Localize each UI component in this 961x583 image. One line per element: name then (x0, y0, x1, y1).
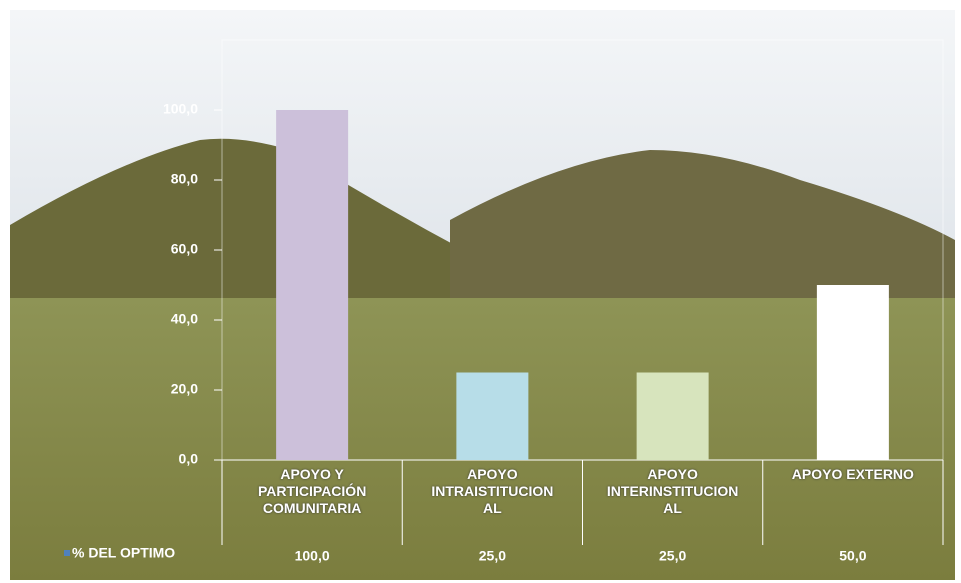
value-label: 100,0 (295, 548, 330, 564)
background-photo (10, 10, 955, 580)
y-tick-label: 100,0 (163, 101, 198, 117)
y-tick-label: 80,0 (171, 171, 198, 187)
legend-label: % DEL OPTIMO (72, 545, 175, 561)
y-tick-label: 20,0 (171, 381, 198, 397)
y-tick-label: 0,0 (179, 451, 199, 467)
bar (456, 372, 529, 460)
x-tick-label: APOYO EXTERNO (791, 466, 914, 482)
y-tick-label: 60,0 (171, 241, 198, 257)
value-label: 25,0 (659, 548, 686, 564)
legend-marker (64, 550, 70, 556)
x-tick-label: APOYO INTRAISTITUCIONAL (431, 466, 554, 516)
y-tick-label: 40,0 (171, 311, 198, 327)
x-tick-label: APOYO Y PARTICIPACIÓN COMUNITARIA (257, 466, 367, 516)
value-label: 50,0 (839, 548, 866, 564)
bar (816, 285, 889, 460)
bar (636, 372, 709, 460)
x-tick-label: APOYO INTERINSTITUCIONAL (606, 466, 739, 516)
value-label: 25,0 (479, 548, 506, 564)
bar (276, 110, 349, 460)
